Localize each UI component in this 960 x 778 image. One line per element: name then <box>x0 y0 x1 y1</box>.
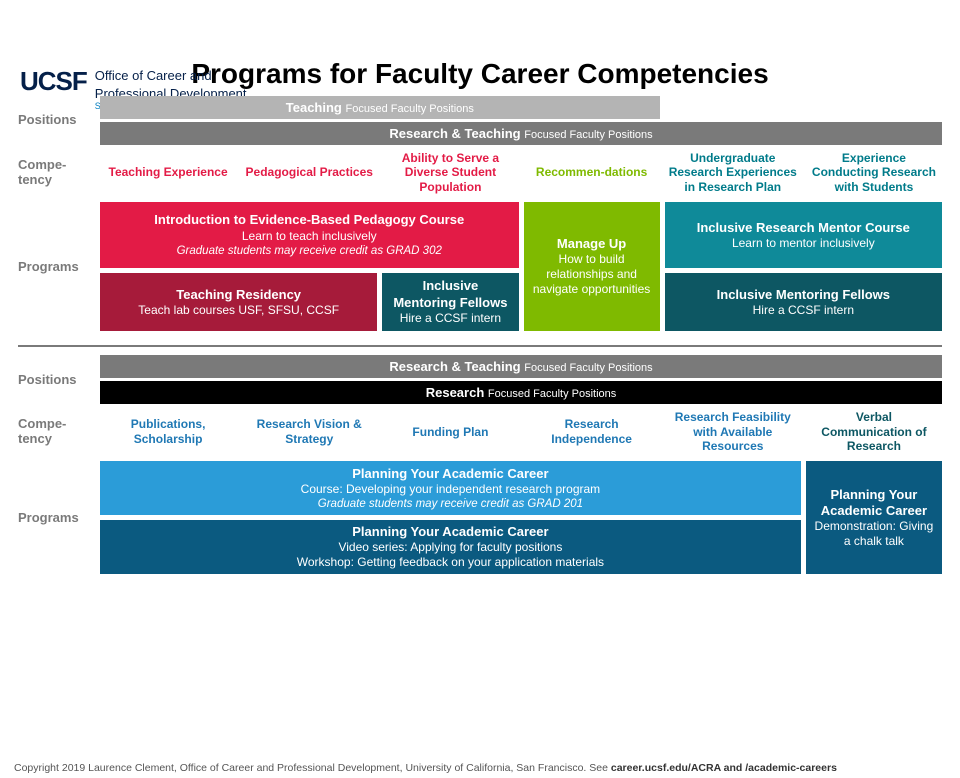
competency-cell: Publications, Scholarship <box>100 408 236 455</box>
box-manage-up: Manage Up How to build relationships and… <box>524 202 660 331</box>
box-line: Teach lab courses USF, SFSU, CCSF <box>108 303 369 318</box>
logo-line1: Office of Career and <box>95 66 247 84</box>
competency-row-2: Publications, Scholarship Research Visio… <box>100 408 960 455</box>
label-positions: Positions <box>0 96 100 145</box>
competency-cell: Teaching Experience <box>100 149 236 196</box>
box-plan-1: Planning Your Academic Career Course: De… <box>100 461 801 515</box>
pos-bar-reg: Focused Faculty Positions <box>346 103 474 115</box>
competency-cell: Verbal Communication of Research <box>806 408 942 455</box>
label-positions: Positions <box>0 355 100 404</box>
box-title: Introduction to Evidence-Based Pedagogy … <box>108 212 511 228</box>
competency-cell: Undergraduate Research Experiences in Re… <box>665 149 801 196</box>
box-title: Planning Your Academic Career <box>108 524 793 540</box>
competency-cell: Recommen-dations <box>524 149 660 196</box>
box-chalk: Planning Your Academic Career Demonstrat… <box>806 461 942 574</box>
competency-cell: Ability to Serve a Diverse Student Popul… <box>382 149 518 196</box>
competency-cell: Funding Plan <box>382 408 518 455</box>
pos-bar-teaching: Teaching Focused Faculty Positions <box>100 96 660 119</box>
label-programs: Programs <box>0 202 100 331</box>
footer-link: career.ucsf.edu/ACRA and /academic-caree… <box>611 762 837 774</box>
box-plan-2: Planning Your Academic Career Video seri… <box>100 520 801 574</box>
box-line: Learn to mentor inclusively <box>673 236 934 251</box>
box-line: Graduate students may receive credit as … <box>108 244 511 258</box>
competency-cell: Experience Conducting Research with Stud… <box>806 149 942 196</box>
section-research: Positions Research & Teaching Focused Fa… <box>0 355 960 574</box>
pos-bar-bold: Research & Teaching <box>389 359 520 374</box>
pos-bar-bold: Research <box>426 385 485 400</box>
box-title: Inclusive Mentoring Fellows <box>673 287 934 303</box>
pos-bar-research-teaching: Research & Teaching Focused Faculty Posi… <box>100 122 942 145</box>
pos-bar-reg: Focused Faculty Positions <box>524 362 652 374</box>
box-line: Video series: Applying for faculty posit… <box>108 540 793 555</box>
box-pedagogy: Introduction to Evidence-Based Pedagogy … <box>100 202 519 268</box>
box-title: Planning Your Academic Career <box>108 466 793 482</box>
competency-row-1: Teaching Experience Pedagogical Practice… <box>100 149 960 196</box>
box-title: Manage Up <box>532 236 652 252</box>
competency-cell: Research Independence <box>524 408 660 455</box>
box-mentor-fellows-1: Inclusive Mentoring Fellows Hire a CCSF … <box>382 273 518 331</box>
program-grid-1: Introduction to Evidence-Based Pedagogy … <box>100 202 942 331</box>
label-competency: Compe- tency <box>0 408 100 455</box>
pos-bar-bold: Teaching <box>286 100 342 115</box>
box-mentor-fellows-2: Inclusive Mentoring Fellows Hire a CCSF … <box>665 273 942 331</box>
box-line: How to build relationships and navigate … <box>532 252 652 297</box>
pos-bar-reg: Focused Faculty Positions <box>488 388 616 400</box>
box-line: Hire a CCSF intern <box>673 303 934 318</box>
logo-mark: UCSF <box>20 66 87 97</box>
competency-cell: Research Vision & Strategy <box>241 408 377 455</box>
box-title: Inclusive Mentoring Fellows <box>390 278 510 311</box>
box-line: Learn to teach inclusively <box>108 229 511 244</box>
competency-cell: Pedagogical Practices <box>241 149 377 196</box>
label-competency: Compe- tency <box>0 149 100 196</box>
pos-bar-bold: Research & Teaching <box>389 126 520 141</box>
pos-bar-reg: Focused Faculty Positions <box>524 129 652 141</box>
box-line: Hire a CCSF intern <box>390 311 510 326</box>
box-title: Planning Your Academic Career <box>814 487 934 520</box>
box-line: Graduate students may receive credit as … <box>108 497 793 511</box>
pos-bar-research-teaching-2: Research & Teaching Focused Faculty Posi… <box>100 355 942 378</box>
competency-cell: Research Feasibility with Available Reso… <box>665 408 801 455</box>
section-divider <box>18 345 942 347</box>
box-title: Inclusive Research Mentor Course <box>673 220 934 236</box>
footer-copyright: Copyright 2019 Laurence Clement, Office … <box>14 762 946 774</box>
box-mentor-course: Inclusive Research Mentor Course Learn t… <box>665 202 942 268</box>
box-line: Course: Developing your independent rese… <box>108 482 793 497</box>
section-teaching: Positions Teaching Focused Faculty Posit… <box>0 96 960 331</box>
label-programs: Programs <box>0 461 100 574</box>
box-title: Teaching Residency <box>108 287 369 303</box>
box-line: Demonstration: Giving a chalk talk <box>814 519 934 549</box>
program-grid-2: Planning Your Academic Career Course: De… <box>100 461 942 574</box>
box-line: Workshop: Getting feedback on your appli… <box>108 555 793 570</box>
pos-bar-research: Research Focused Faculty Positions <box>100 381 942 404</box>
footer-text: Copyright 2019 Laurence Clement, Office … <box>14 762 611 774</box>
box-residency: Teaching Residency Teach lab courses USF… <box>100 273 377 331</box>
